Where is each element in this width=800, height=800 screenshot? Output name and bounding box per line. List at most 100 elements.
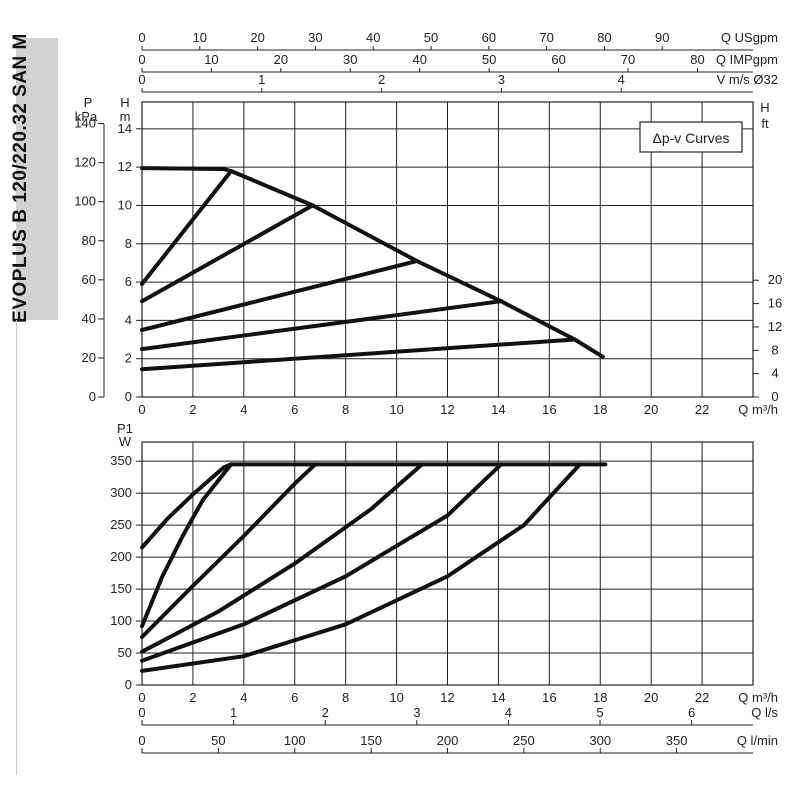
y-tick-label: 140 — [74, 116, 96, 131]
bottom-tick-label: 0 — [138, 733, 145, 748]
top-tick-label: 80 — [597, 30, 611, 45]
head-curve — [229, 169, 605, 359]
head-curve — [140, 259, 419, 332]
y-tick-label: 40 — [82, 311, 96, 326]
y-tick-label: 12 — [768, 319, 782, 334]
bottom-tick-label: 300 — [589, 733, 611, 748]
y-axis-label: P — [84, 95, 93, 110]
top-tick-label: 30 — [343, 52, 357, 67]
top-axis-label: Q IMPgpm — [716, 52, 778, 67]
y-tick-label: 2 — [125, 351, 132, 366]
y-tick-label: 350 — [110, 453, 132, 468]
bottom-tick-label: 150 — [360, 733, 382, 748]
x-tick-label: 22 — [695, 402, 709, 417]
y-axis-label: H — [760, 100, 769, 115]
top-tick-label: 2 — [378, 72, 385, 87]
top-tick-label: 60 — [482, 30, 496, 45]
y-tick-label: 80 — [82, 233, 96, 248]
head-curve — [140, 203, 315, 304]
bottom-tick-label: 6 — [688, 705, 695, 720]
x-tick-label: 12 — [440, 690, 454, 705]
x-tick-label: 10 — [389, 690, 403, 705]
bottom-axis-label: Q l/s — [751, 705, 778, 720]
x-tick-label: 14 — [491, 690, 505, 705]
top-tick-label: 80 — [690, 52, 704, 67]
top-tick-label: 70 — [621, 52, 635, 67]
y-tick-label: 100 — [110, 613, 132, 628]
x-tick-label: 8 — [342, 690, 349, 705]
x-tick-label: 22 — [695, 690, 709, 705]
top-tick-label: 4 — [618, 72, 625, 87]
bottom-tick-label: 1 — [230, 705, 237, 720]
y-tick-label: 150 — [110, 581, 132, 596]
y-axis-unit: m — [120, 109, 131, 124]
x-tick-label: 20 — [644, 690, 658, 705]
bottom-tick-label: 0 — [138, 705, 145, 720]
y-tick-label: 100 — [74, 194, 96, 209]
top-tick-label: 0 — [138, 72, 145, 87]
power-curve — [140, 462, 234, 629]
sidebar-title-panel — [16, 38, 58, 320]
bottom-tick-label: 100 — [284, 733, 306, 748]
power-curve — [140, 462, 424, 654]
top-tick-label: 20 — [250, 30, 264, 45]
y-tick-label: 300 — [110, 485, 132, 500]
y-tick-label: 120 — [74, 155, 96, 170]
top-tick-label: 10 — [204, 52, 218, 67]
y-tick-label: 250 — [110, 517, 132, 532]
top-tick-label: 50 — [482, 52, 496, 67]
y-axis-label: P1 — [117, 421, 133, 436]
x-tick-label: 0 — [138, 690, 145, 705]
x-tick-label: 0 — [138, 402, 145, 417]
head-curve — [140, 337, 577, 372]
y-tick-label: 20 — [82, 350, 96, 365]
y-tick-label: 200 — [110, 549, 132, 564]
left-edge-line — [16, 320, 17, 775]
x-tick-label: 16 — [542, 402, 556, 417]
x-axis-label: Q m³/h — [738, 690, 778, 705]
y-tick-label: 50 — [118, 645, 132, 660]
y-tick-label: 4 — [125, 312, 132, 327]
top-tick-label: 3 — [498, 72, 505, 87]
y-tick-label: 6 — [125, 274, 132, 289]
top-tick-label: 10 — [193, 30, 207, 45]
x-tick-label: 4 — [240, 690, 247, 705]
y-tick-label: 0 — [125, 389, 132, 404]
x-tick-label: 4 — [240, 402, 247, 417]
top-tick-label: 20 — [274, 52, 288, 67]
x-tick-label: 2 — [189, 402, 196, 417]
head-curve — [140, 169, 234, 286]
top-tick-label: 40 — [412, 52, 426, 67]
x-tick-label: 18 — [593, 690, 607, 705]
x-tick-label: 18 — [593, 402, 607, 417]
x-tick-label: 12 — [440, 402, 454, 417]
y-tick-label: 0 — [771, 389, 778, 404]
bottom-tick-label: 5 — [596, 705, 603, 720]
y-tick-label: 0 — [125, 677, 132, 692]
y-tick-label: 20 — [768, 272, 782, 287]
top-tick-label: 50 — [424, 30, 438, 45]
y-tick-label: 8 — [125, 236, 132, 251]
x-tick-label: 8 — [342, 402, 349, 417]
y-axis-unit: ft — [761, 116, 769, 131]
top-tick-label: 0 — [138, 52, 145, 67]
y-tick-label: 12 — [118, 159, 132, 174]
x-tick-label: 14 — [491, 402, 505, 417]
top-tick-label: 60 — [551, 52, 565, 67]
y-tick-label: 14 — [118, 121, 132, 136]
head-curve — [140, 299, 503, 352]
x-tick-label: 16 — [542, 690, 556, 705]
bottom-tick-label: 2 — [322, 705, 329, 720]
power-curve — [140, 462, 582, 673]
bottom-tick-label: 4 — [505, 705, 512, 720]
top-tick-label: 0 — [138, 30, 145, 45]
y-tick-label: 8 — [771, 342, 778, 357]
x-tick-label: 6 — [291, 690, 298, 705]
y-tick-label: 60 — [82, 272, 96, 287]
top-tick-label: 40 — [366, 30, 380, 45]
top-axis-label: Q USgpm — [721, 30, 778, 45]
x-tick-label: 10 — [389, 402, 403, 417]
x-axis-label: Q m³/h — [738, 402, 778, 417]
legend-box — [639, 121, 743, 153]
